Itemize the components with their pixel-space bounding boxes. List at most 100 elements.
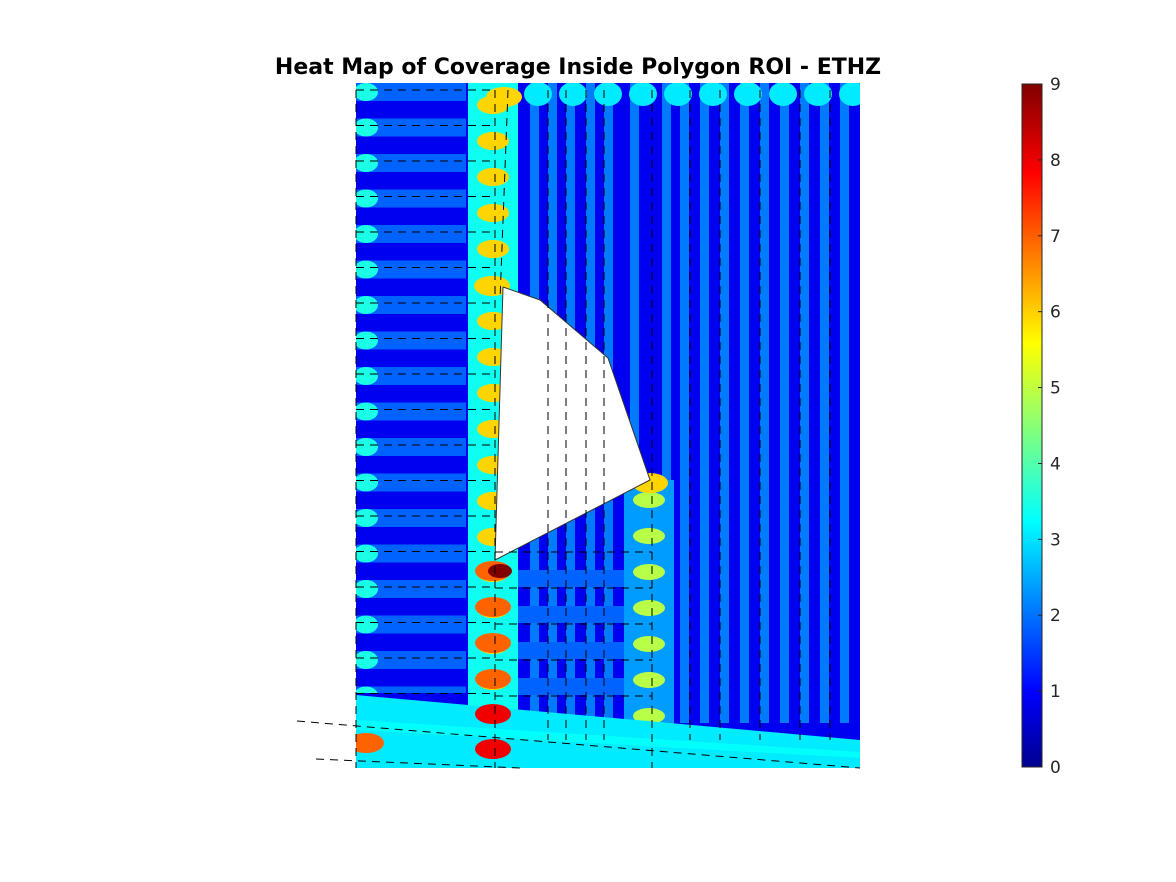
- column-right-overlap: [633, 636, 665, 652]
- top-cap: [769, 83, 797, 106]
- left-strip-overlap: [356, 580, 378, 598]
- colorbar-tick-label: 7: [1050, 227, 1061, 247]
- left-strip-overlap: [356, 260, 378, 279]
- lower-stripe: [518, 570, 624, 587]
- column-left-overlap: [477, 168, 509, 186]
- left-strip-overlap: [356, 438, 378, 456]
- colorbar-ticks: 0 1 2 3 4 5 6 7 8 9: [1021, 75, 1061, 778]
- flight-paths: [296, 89, 861, 769]
- top-cap: [804, 83, 832, 106]
- left-strip-stripe: [356, 473, 466, 492]
- vertical-stripe: [760, 83, 769, 723]
- lower-stripe: [518, 606, 624, 623]
- colorbar-frame: [1021, 83, 1043, 768]
- hotspot-max: [488, 564, 512, 578]
- left-strip-stripe: [356, 154, 466, 172]
- column-right-overlap: [633, 528, 665, 544]
- hotspot: [475, 669, 511, 689]
- hotspot: [475, 633, 511, 653]
- column-left-overlap: [477, 204, 509, 222]
- left-strip-overlap: [356, 331, 378, 350]
- column-right-overlap: [633, 708, 665, 724]
- chart-title: Heat Map of Coverage Inside Polygon ROI …: [275, 55, 881, 80]
- left-strip-stripe: [356, 225, 466, 243]
- hotspot: [475, 739, 511, 759]
- column-right-overlap: [633, 600, 665, 616]
- left-strip-stripe: [356, 438, 466, 456]
- colorbar-tick-label: 5: [1050, 379, 1061, 399]
- left-strip-overlap: [356, 544, 378, 563]
- vertical-stripe: [680, 83, 689, 723]
- left-strip-overlap: [356, 686, 378, 693]
- top-cap: [839, 83, 860, 106]
- left-strip-stripe: [356, 189, 466, 208]
- left-strip-stripe: [356, 83, 466, 101]
- colorbar-tick-label: 8: [1050, 151, 1061, 171]
- colorbar-tick-label: 1: [1050, 682, 1061, 702]
- colorbar-tick-label: 3: [1050, 530, 1061, 550]
- column-left-overlap: [477, 240, 509, 258]
- top-cap: [664, 83, 692, 106]
- heatmap-plot: [356, 83, 860, 768]
- vertical-stripe: [840, 83, 849, 723]
- lower-stripe: [518, 642, 624, 659]
- column-right-overlap: [633, 564, 665, 580]
- left-strip-overlap: [356, 509, 378, 527]
- left-strip-overlap: [356, 83, 378, 101]
- hotspot: [475, 597, 511, 617]
- bottom-band-line: [356, 720, 860, 758]
- left-strip-stripe: [356, 580, 466, 598]
- colorbar-tick-label: 6: [1050, 303, 1061, 323]
- left-strip-stripe: [356, 686, 466, 693]
- vertical-stripe: [720, 83, 729, 723]
- left-strip-overlap: [356, 118, 378, 137]
- top-cap: [699, 83, 727, 106]
- top-cap: [734, 83, 762, 106]
- left-strip-overlap: [356, 296, 378, 314]
- lower-middle-stripes: [518, 570, 624, 695]
- left-strip-stripes: [356, 83, 466, 693]
- left-strip-overlap: [356, 189, 378, 208]
- lower-stripe: [518, 678, 624, 695]
- vertical-stripe: [630, 83, 639, 723]
- column-right-overlap: [633, 672, 665, 688]
- colorbar: [1022, 84, 1042, 767]
- column-left-overlap: [477, 132, 509, 150]
- left-strip-overlap: [356, 367, 378, 385]
- vertical-stripe: [700, 83, 709, 723]
- colorbar-tick-label: 4: [1050, 454, 1061, 474]
- left-strip-overlap: [356, 154, 378, 172]
- excluded-polygon: [495, 287, 650, 560]
- flight-path-diagonal: [296, 720, 861, 769]
- left-strip-overlap: [356, 402, 378, 421]
- left-strip-stripe: [356, 118, 466, 137]
- hotspot: [486, 87, 522, 107]
- left-strip-stripe: [356, 260, 466, 279]
- left-strip-stripe: [356, 367, 466, 385]
- top-cap: [559, 83, 587, 106]
- left-strip-stripe: [356, 651, 466, 669]
- column-right-overlap: [633, 492, 665, 508]
- flight-path-vertical: [499, 89, 509, 301]
- left-strip-stripe: [356, 615, 466, 634]
- left-strip-overlap: [356, 651, 378, 669]
- left-strip-overlap: [356, 615, 378, 634]
- excluded-polygon-outline: [494, 286, 651, 561]
- left-strip-overlap: [356, 473, 378, 492]
- hotspot: [356, 733, 384, 753]
- column-left-overlap: [477, 312, 509, 330]
- flight-path-diagonal: [315, 758, 521, 769]
- left-strip-overlap: [356, 225, 378, 243]
- coverage-hotspots: [356, 87, 668, 759]
- left-strip-stripe: [356, 509, 466, 527]
- vertical-stripe: [740, 83, 749, 723]
- top-cap: [594, 83, 622, 106]
- colorbar-tick-label: 0: [1050, 758, 1061, 778]
- hotspot: [474, 276, 510, 296]
- left-strip-stripe: [356, 544, 466, 563]
- top-cap: [524, 83, 552, 106]
- vertical-stripe: [820, 83, 829, 723]
- left-strip-stripe: [356, 331, 466, 350]
- vertical-stripe: [800, 83, 809, 723]
